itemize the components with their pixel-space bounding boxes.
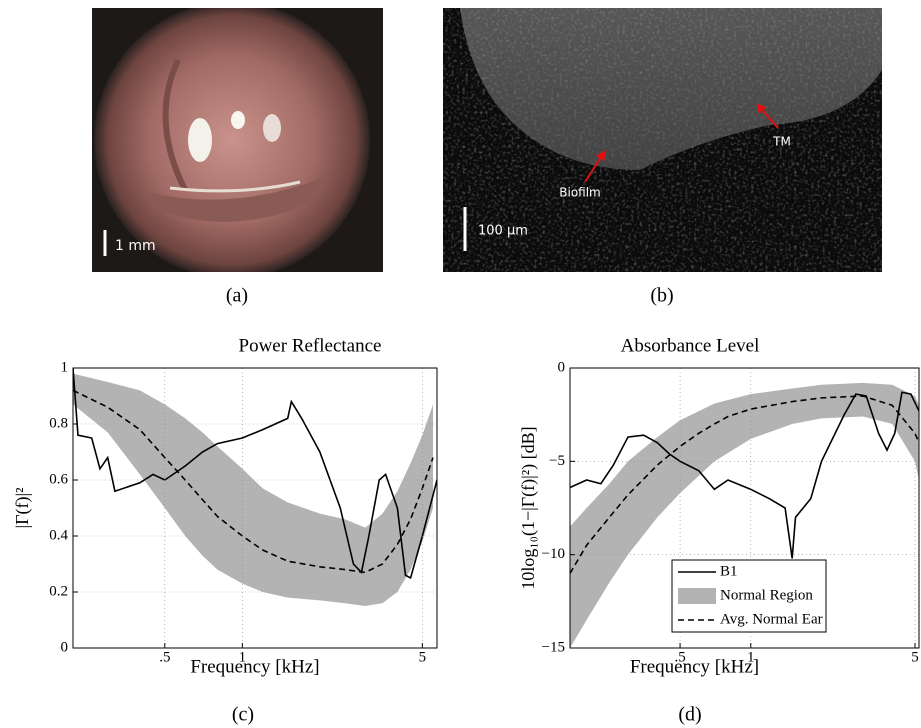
x-axis-label: Frequency [kHz] bbox=[190, 656, 319, 677]
normal-band bbox=[570, 382, 919, 648]
chart-title: Power Reflectance bbox=[239, 335, 382, 356]
data-line bbox=[73, 368, 437, 580]
x-tick-label: 1 bbox=[239, 649, 247, 665]
y-tick-label: 0 bbox=[61, 639, 69, 655]
legend-label: B1 bbox=[720, 563, 738, 579]
panel-label: (a) bbox=[226, 285, 248, 307]
average-line bbox=[570, 395, 919, 574]
chart-title: Absorbance Level bbox=[621, 335, 760, 356]
photo-oct bbox=[443, 8, 882, 272]
photo-otoscope bbox=[92, 8, 383, 272]
y-tick-label: −10 bbox=[542, 546, 565, 562]
panel-label: (c) bbox=[232, 704, 254, 726]
y-tick-label: 0.8 bbox=[49, 415, 68, 431]
y-axis-label: 10log₁₀(1−|Γ(f)|²) [dB] bbox=[518, 426, 539, 589]
axes-frame bbox=[569, 367, 920, 649]
plot-area bbox=[73, 368, 437, 648]
y-tick-label: 0.4 bbox=[49, 527, 68, 543]
legend-label: Normal Region bbox=[720, 587, 813, 603]
average-line bbox=[73, 389, 434, 574]
scale-bar-label: 100 µm bbox=[478, 224, 528, 239]
x-tick-label: 1 bbox=[747, 649, 755, 665]
y-tick-label: 0 bbox=[558, 359, 566, 375]
y-axis-label: |Γ(f)|² bbox=[12, 488, 33, 529]
data-line bbox=[570, 391, 919, 559]
legend-swatch bbox=[678, 588, 716, 604]
x-tick-label: 5 bbox=[911, 649, 919, 665]
legend-label: Avg. Normal Ear bbox=[720, 611, 823, 627]
y-tick-label: −15 bbox=[542, 639, 565, 655]
normal-band bbox=[73, 373, 434, 606]
y-tick-label: 1 bbox=[61, 359, 69, 375]
x-tick-label: 5 bbox=[419, 649, 427, 665]
y-tick-label: −5 bbox=[549, 453, 565, 469]
panel-label: (b) bbox=[650, 285, 673, 307]
annotation: TM bbox=[772, 135, 791, 149]
x-tick-label: .5 bbox=[674, 649, 685, 665]
axes-frame bbox=[72, 367, 438, 649]
panel-label: (d) bbox=[678, 704, 701, 726]
scale-bar-label: 1 mm bbox=[115, 238, 156, 254]
annotation: Biofilm bbox=[559, 186, 601, 200]
y-tick-label: 0.2 bbox=[49, 583, 68, 599]
x-axis-label: Frequency [kHz] bbox=[630, 656, 759, 677]
y-tick-label: 0.6 bbox=[49, 471, 68, 487]
x-tick-label: .5 bbox=[159, 649, 170, 665]
